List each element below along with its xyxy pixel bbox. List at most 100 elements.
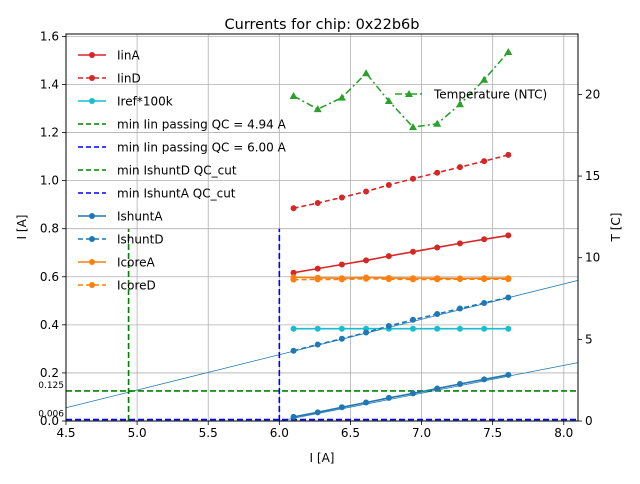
y2-tick-label: 15 bbox=[585, 169, 600, 183]
data-point bbox=[456, 305, 463, 312]
x-tick-label: 5.5 bbox=[199, 426, 218, 440]
data-point bbox=[505, 276, 512, 283]
legend-marker bbox=[89, 236, 95, 242]
data-point bbox=[338, 325, 345, 332]
x-tick-label: 6.0 bbox=[270, 426, 289, 440]
axes-frame bbox=[65, 33, 579, 422]
data-point bbox=[290, 413, 297, 420]
data-point bbox=[363, 399, 370, 406]
y-tick-label: 0.6 bbox=[40, 270, 59, 284]
data-point bbox=[456, 240, 463, 247]
legend-label: IcoreD bbox=[117, 279, 156, 293]
legend-label: Iref*100k bbox=[117, 95, 173, 109]
legend-entry: Temperature (NTC) bbox=[395, 88, 547, 102]
data-point bbox=[290, 205, 297, 212]
legend-temperature: Temperature (NTC) bbox=[395, 88, 547, 102]
data-point bbox=[481, 236, 488, 243]
data-point bbox=[363, 329, 370, 336]
data-point bbox=[410, 175, 417, 182]
data-point bbox=[338, 335, 345, 342]
data-point bbox=[314, 199, 321, 206]
legend-marker bbox=[89, 213, 95, 219]
data-point bbox=[505, 151, 512, 158]
data-point bbox=[455, 100, 464, 108]
data-point bbox=[314, 265, 321, 272]
data-point bbox=[338, 404, 345, 411]
x-tick-label: 4.5 bbox=[56, 426, 75, 440]
series-line bbox=[293, 296, 509, 352]
y-tick-label: 1.2 bbox=[40, 126, 59, 140]
data-point bbox=[456, 325, 463, 332]
data-point bbox=[363, 257, 370, 264]
x-tick-label: 8.0 bbox=[554, 426, 573, 440]
data-point bbox=[363, 188, 370, 195]
x-tick-label: 5.0 bbox=[128, 426, 147, 440]
data-point bbox=[290, 325, 297, 332]
series-ishuntd bbox=[290, 294, 512, 354]
legend-entry: min Iin passing QC = 6.00 A bbox=[78, 141, 287, 155]
data-point bbox=[290, 269, 297, 276]
plot-area bbox=[65, 47, 579, 422]
legend-label: IcoreA bbox=[117, 256, 156, 270]
legend-entry: IcoreD bbox=[78, 279, 156, 293]
y2-tick-label: 5 bbox=[585, 332, 593, 346]
data-point bbox=[505, 232, 512, 239]
data-point bbox=[505, 371, 512, 378]
data-point bbox=[385, 253, 392, 260]
data-point bbox=[410, 248, 417, 255]
data-point bbox=[410, 276, 417, 283]
data-point bbox=[434, 276, 441, 283]
data-point bbox=[338, 194, 345, 201]
series-line bbox=[293, 276, 509, 280]
data-point bbox=[456, 276, 463, 283]
data-point bbox=[505, 294, 512, 301]
data-point bbox=[481, 276, 488, 283]
data-point bbox=[362, 69, 371, 77]
data-point bbox=[481, 325, 488, 332]
data-point bbox=[337, 93, 346, 101]
y-tick-label: 1.0 bbox=[40, 174, 59, 188]
y-tick-label: 0.8 bbox=[40, 222, 59, 236]
y-axis-label: I [A] bbox=[15, 215, 29, 240]
legend-entry: min IshuntA QC_cut bbox=[78, 187, 236, 201]
y-tick-label: 0.4 bbox=[40, 318, 59, 332]
fit-line bbox=[279, 362, 579, 422]
legend-entry: min IshuntD QC_cut bbox=[78, 164, 237, 178]
data-point bbox=[314, 341, 321, 348]
axes: 4.5 5.0 5.5 6.0 6.5 7.0 7.5 8.0 0.0 0.2 0.4 0.6 0.8 1… bbox=[38, 29, 600, 440]
legend-marker bbox=[89, 98, 95, 104]
data-point bbox=[434, 385, 441, 392]
data-point bbox=[385, 276, 392, 283]
y-tick-label: 0.0 bbox=[40, 414, 59, 428]
y2-tick-label: 0 bbox=[585, 414, 593, 428]
series-line bbox=[293, 374, 509, 418]
data-point bbox=[314, 409, 321, 416]
data-point bbox=[481, 158, 488, 165]
x-tick-label: 6.5 bbox=[341, 426, 360, 440]
y-tick-label: 0.2 bbox=[40, 366, 59, 380]
data-point bbox=[480, 75, 489, 83]
legend-entry: min Iin passing QC = 4.94 A bbox=[78, 118, 287, 132]
y-tick-label: 1.4 bbox=[40, 77, 59, 91]
legend-entry: IshuntA bbox=[78, 210, 163, 224]
data-point bbox=[338, 261, 345, 268]
legend-label: IshuntA bbox=[117, 210, 163, 224]
data-point bbox=[481, 299, 488, 306]
series-line bbox=[293, 234, 509, 274]
hline-label: 0.006 bbox=[38, 410, 64, 420]
data-point bbox=[504, 47, 513, 55]
data-point bbox=[363, 275, 370, 282]
legend-entry: IinA bbox=[78, 49, 140, 63]
legend-label: min IshuntD QC_cut bbox=[117, 164, 237, 178]
data-point bbox=[385, 394, 392, 401]
legend-marker bbox=[89, 282, 95, 288]
data-point bbox=[384, 96, 393, 104]
legend-marker bbox=[89, 52, 95, 58]
legend-label: min Iin passing QC = 4.94 A bbox=[117, 118, 287, 132]
data-point bbox=[481, 376, 488, 383]
series-temperature-ntc- bbox=[289, 47, 513, 131]
legend-label: min IshuntA QC_cut bbox=[117, 187, 236, 201]
grid bbox=[65, 34, 578, 422]
